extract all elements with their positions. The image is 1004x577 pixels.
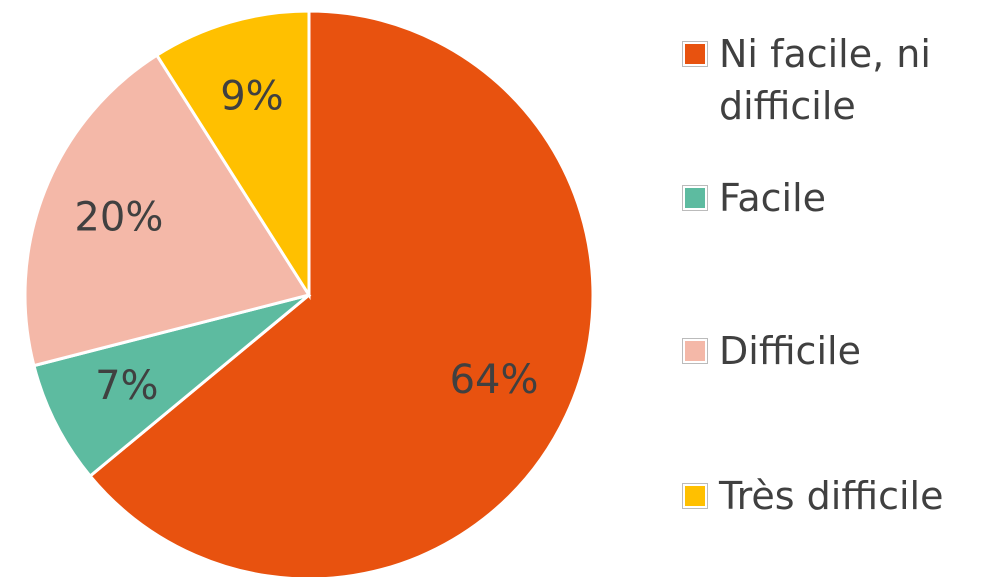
legend-item: Difficile: [682, 325, 1003, 377]
data-label: 7%: [95, 363, 158, 409]
legend-label: Facile: [719, 176, 827, 220]
legend-swatch: [682, 185, 708, 211]
legend-label: Ni facile, ni difficile: [719, 32, 931, 128]
data-label: 9%: [220, 74, 283, 120]
legend-item: Très difficile: [682, 470, 1003, 522]
slice: [154, 9, 311, 301]
legend-swatch: [682, 338, 708, 364]
legend-swatch: [682, 483, 708, 509]
data-label: 20%: [74, 195, 163, 241]
legend-label: Difficile: [719, 329, 861, 373]
legend-swatch: [682, 41, 708, 67]
slice: [23, 53, 312, 368]
legend-label: Très difficile: [719, 474, 944, 518]
legend-item: Ni facile, ni difficile: [682, 28, 1003, 132]
data-label: 64%: [450, 357, 539, 403]
legend-item: Facile: [682, 172, 1003, 224]
slice: [88, 9, 595, 577]
slice: [32, 293, 310, 479]
